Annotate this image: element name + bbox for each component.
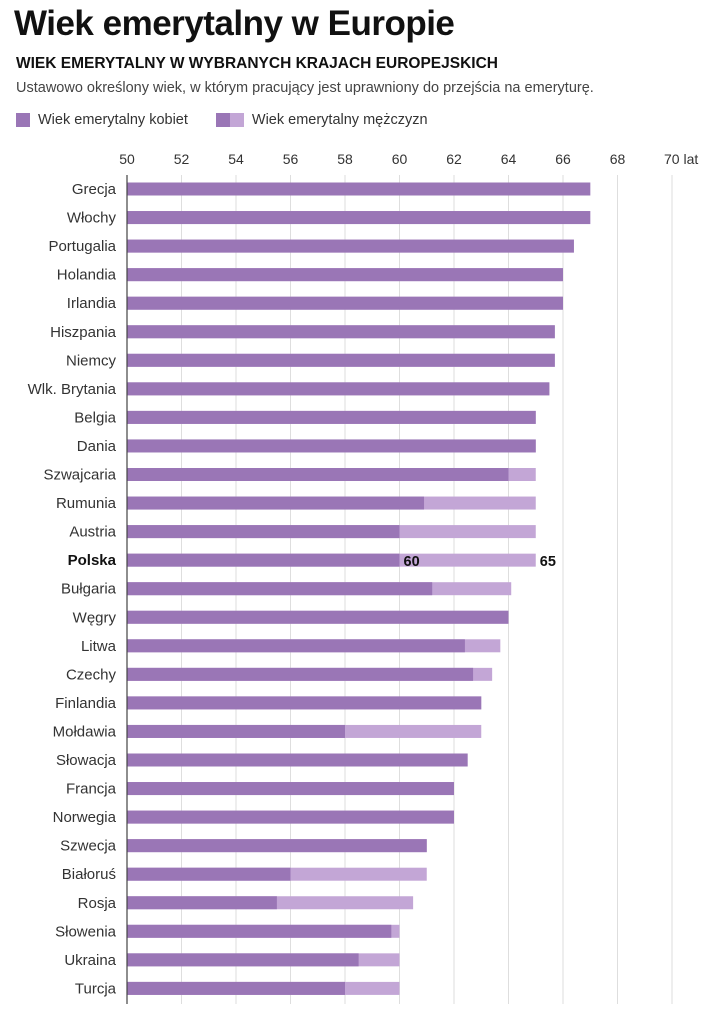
bar-women — [127, 239, 574, 253]
x-tick-label: 52 — [174, 151, 190, 167]
category-label: Turcja — [75, 980, 117, 997]
category-label: Belgia — [74, 409, 116, 426]
category-label: Francja — [66, 781, 117, 798]
category-label: Litwa — [81, 638, 117, 655]
bar-women — [127, 268, 563, 282]
category-label: Słowacja — [56, 752, 117, 769]
bar-women — [127, 610, 509, 624]
x-tick-label: 58 — [337, 151, 353, 167]
legend: Wiek emerytalny kobiet Wiek emerytalny m… — [16, 109, 428, 131]
category-label: Irlandia — [67, 295, 117, 312]
chart-subtitle: WIEK EMERYTALNY W WYBRANYCH KRAJACH EURO… — [16, 55, 498, 72]
category-label: Ukraina — [64, 952, 116, 969]
bar-women — [127, 439, 536, 453]
category-label: Grecja — [72, 181, 117, 198]
category-label: Mołdawia — [53, 723, 117, 740]
x-tick-label: 68 — [610, 151, 626, 167]
category-label: Dania — [77, 438, 117, 455]
category-label: Niemcy — [66, 352, 117, 369]
category-label: Polska — [68, 552, 117, 569]
legend-swatch-women — [16, 113, 30, 127]
x-tick-label: 62 — [446, 151, 462, 167]
category-label: Hiszpania — [50, 324, 117, 341]
chart-description: Ustawowo określony wiek, w którym pracuj… — [16, 80, 594, 96]
bar-women — [127, 782, 454, 796]
category-label: Szwajcaria — [43, 467, 116, 484]
data-label-women: 60 — [404, 554, 420, 570]
data-label-men: 65 — [540, 554, 556, 570]
category-label: Węgry — [73, 609, 117, 626]
category-label: Słowenia — [55, 923, 117, 940]
legend-label-men: Wiek emerytalny mężczyzn — [251, 112, 428, 128]
legend-swatch-men-women-part — [215, 113, 230, 127]
x-tick-label: 70 lat — [664, 151, 698, 167]
bar-women — [127, 468, 509, 481]
bar-women — [127, 981, 345, 995]
bar-women — [127, 353, 555, 367]
bar-women — [127, 724, 345, 738]
bar-women — [127, 953, 359, 967]
legend-label-women: Wiek emerytalny kobiet — [38, 112, 188, 128]
x-tick-label: 66 — [555, 151, 571, 167]
bar-women — [127, 867, 291, 881]
bar-women — [127, 896, 277, 910]
category-label: Norwegia — [53, 809, 117, 826]
category-label: Portugalia — [48, 238, 116, 255]
bar-women — [127, 496, 425, 510]
bar-women — [127, 325, 555, 339]
bar-women — [127, 553, 400, 567]
bar-women — [127, 667, 474, 681]
bar-women — [127, 810, 454, 824]
category-label: Austria — [69, 524, 116, 541]
bar-women — [127, 582, 433, 596]
bar-women — [127, 839, 427, 853]
x-tick-label: 64 — [501, 151, 517, 167]
bar-women — [127, 924, 392, 938]
bar-women — [127, 182, 591, 196]
category-label: Finlandia — [55, 695, 117, 712]
category-label: Włochy — [67, 210, 117, 227]
x-tick-label: 56 — [283, 151, 299, 167]
category-label: Holandia — [57, 267, 117, 284]
bar-women — [127, 382, 550, 396]
legend-item-women: Wiek emerytalny kobiet — [16, 112, 188, 128]
category-label: Czechy — [66, 666, 117, 683]
legend-item-men: Wiek emerytalny mężczyzn — [215, 112, 428, 128]
bar-women — [127, 696, 482, 710]
category-label: Rumunia — [56, 495, 117, 512]
x-tick-label: 50 — [119, 151, 135, 167]
x-tick-label: 54 — [228, 151, 244, 167]
category-label: Wlk. Brytania — [28, 381, 117, 398]
page-title: Wiek emerytalny w Europie — [14, 4, 455, 43]
category-label: Rosja — [78, 895, 117, 912]
bar-women — [127, 410, 536, 424]
category-label: Szwecja — [60, 838, 117, 855]
bar-women — [127, 753, 468, 767]
bar-women — [127, 639, 465, 653]
bar-women — [127, 211, 591, 225]
legend-swatch-men — [229, 113, 244, 127]
bar-women — [127, 525, 400, 539]
bar-women — [127, 296, 563, 310]
x-tick-label: 60 — [392, 151, 408, 167]
category-label: Bułgaria — [61, 581, 117, 598]
category-label: Białoruś — [62, 866, 116, 883]
